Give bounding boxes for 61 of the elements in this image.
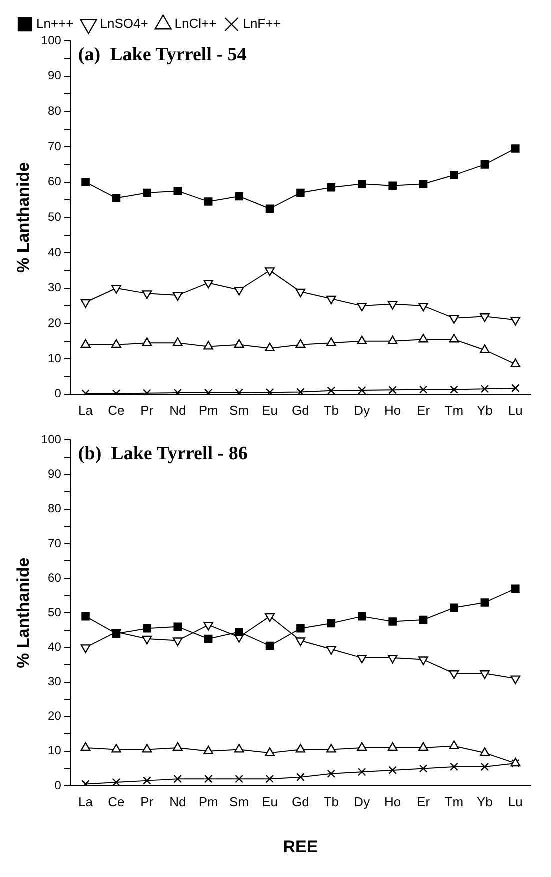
x-tick-label: Lu [508,794,523,810]
y-tick-label: 20 [48,316,62,330]
x-tick-label: La [78,402,94,418]
legend-label: LnCl++ [174,16,217,32]
y-tick-label: 70 [48,139,62,154]
x-tick-label: Yb [476,402,493,418]
x-tick-label: Tm [444,794,464,810]
x-tick-label: Dy [354,402,371,418]
y-tick-label: 0 [54,386,62,401]
x-tick-label: Ho [384,794,402,810]
x-tick-label: Eu [262,402,278,418]
y-tick-label: 60 [48,174,62,189]
x-axis-title: REE [283,837,318,856]
y-tick-label: 70 [48,536,62,550]
y-tick-label: 20 [48,709,62,724]
legend-label: LnF++ [243,16,281,32]
y-axis-title: % Lanthanide [14,162,33,273]
x-tick-label: Pr [140,402,154,418]
y-tick-label: 90 [48,68,62,83]
x-tick-label: Ce [108,794,125,810]
legend-label: LnSO4+ [100,16,148,32]
x-tick-label: Tb [324,794,339,810]
x-tick-label: Dy [354,794,371,810]
y-tick-label: 0 [54,778,62,792]
x-tick-label: Gd [292,794,310,810]
x-tick-label: Pm [198,402,218,418]
y-tick-label: 50 [48,210,62,224]
x-tick-label: Pm [198,794,218,810]
x-tick-label: Eu [262,794,278,810]
x-tick-label: Lu [508,402,523,418]
x-tick-label: Gd [292,402,310,418]
x-tick-label: Er [417,402,431,418]
y-tick-label: 50 [48,605,62,620]
x-tick-label: Tm [444,402,464,418]
y-tick-label: 100 [41,432,62,447]
x-tick-label: Tb [324,402,339,418]
x-tick-label: Yb [476,794,493,810]
chart-title: (a) Lake Tyrrell - 54 [78,44,248,66]
y-tick-label: 80 [48,104,62,118]
y-tick-label: 10 [48,351,62,366]
x-tick-label: Nd [170,402,186,418]
y-tick-label: 60 [48,570,62,585]
y-tick-label: 30 [48,674,62,689]
x-tick-label: Sm [230,402,250,418]
y-tick-label: 100 [41,33,62,48]
x-tick-label: Er [417,794,431,810]
x-tick-label: Ce [108,402,125,418]
y-axis-title: % Lanthanide [14,558,33,668]
y-tick-label: 30 [48,280,62,295]
x-tick-label: Nd [170,794,186,810]
legend-label: Ln+++ [36,16,74,32]
x-tick-label: Ho [384,402,402,418]
y-tick-label: 10 [48,744,62,758]
y-tick-label: 40 [48,245,62,260]
x-tick-label: Sm [230,794,250,810]
y-tick-label: 90 [48,467,62,482]
y-tick-label: 80 [48,502,62,516]
x-tick-label: Pr [140,794,154,810]
y-tick-label: 40 [48,640,62,654]
chart-title: (b) Lake Tyrrell - 86 [78,444,248,465]
x-tick-label: La [78,794,94,810]
